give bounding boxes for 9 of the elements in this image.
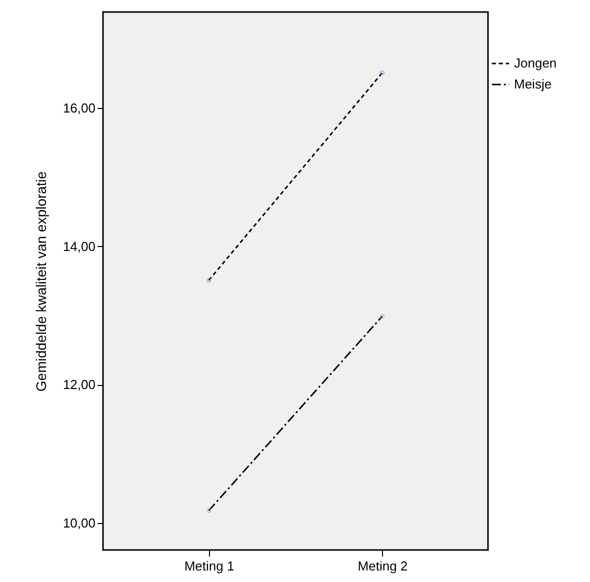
y-tick-label: 14,00 bbox=[62, 238, 96, 254]
x-tick-label: Meting 1 bbox=[184, 558, 234, 574]
legend-label: Meisje bbox=[514, 76, 552, 92]
y-tick-label: 16,00 bbox=[62, 100, 96, 116]
x-tick-label: Meting 2 bbox=[358, 558, 408, 574]
legend-label: Jongen bbox=[514, 56, 557, 70]
y-axis-title: Gemiddelde kwaliteit van exploratie bbox=[32, 171, 49, 392]
y-tick-label: 12,00 bbox=[62, 377, 96, 392]
y-tick-label: 10,00 bbox=[62, 516, 96, 531]
